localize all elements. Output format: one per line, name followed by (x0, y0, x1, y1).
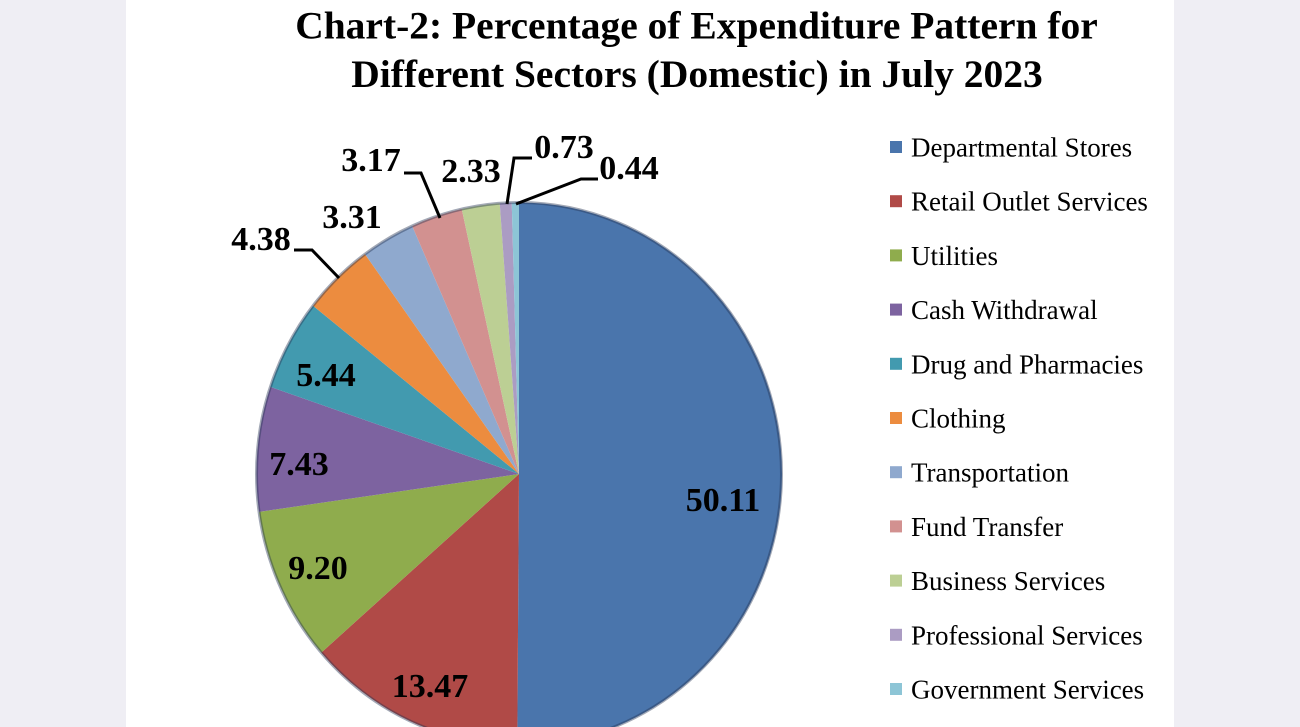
svg-text:Utilities: Utilities (911, 241, 998, 271)
svg-text:Fund Transfer: Fund Transfer (911, 512, 1063, 542)
svg-text:3.17: 3.17 (341, 142, 401, 179)
svg-text:50.11: 50.11 (686, 482, 761, 519)
svg-text:0.73: 0.73 (534, 129, 594, 166)
svg-text:3.31: 3.31 (322, 199, 382, 236)
svg-text:0.44: 0.44 (599, 150, 659, 187)
svg-text:Chart-2: Percentage of Expendi: Chart-2: Percentage of Expenditure Patte… (295, 4, 1098, 48)
svg-text:Government Services: Government Services (911, 675, 1144, 705)
svg-text:9.20: 9.20 (288, 550, 348, 587)
svg-text:7.43: 7.43 (269, 446, 329, 483)
svg-text:Departmental Stores: Departmental Stores (911, 133, 1132, 163)
svg-text:5.44: 5.44 (296, 357, 356, 394)
svg-text:2.33: 2.33 (441, 153, 501, 190)
svg-text:Transportation: Transportation (911, 458, 1070, 488)
svg-text:4.38: 4.38 (231, 221, 291, 258)
svg-text:Retail Outlet Services: Retail Outlet Services (911, 187, 1148, 217)
svg-text:Cash Withdrawal: Cash Withdrawal (911, 295, 1098, 325)
svg-text:Drug and Pharmacies: Drug and Pharmacies (911, 349, 1143, 379)
svg-text:Clothing: Clothing (911, 404, 1006, 434)
svg-text:13.47: 13.47 (392, 668, 469, 705)
svg-text:Business Services: Business Services (911, 566, 1105, 596)
svg-text:Professional Services: Professional Services (911, 620, 1143, 650)
svg-text:Different Sectors (Domestic) i: Different Sectors (Domestic) in July 202… (351, 52, 1042, 96)
